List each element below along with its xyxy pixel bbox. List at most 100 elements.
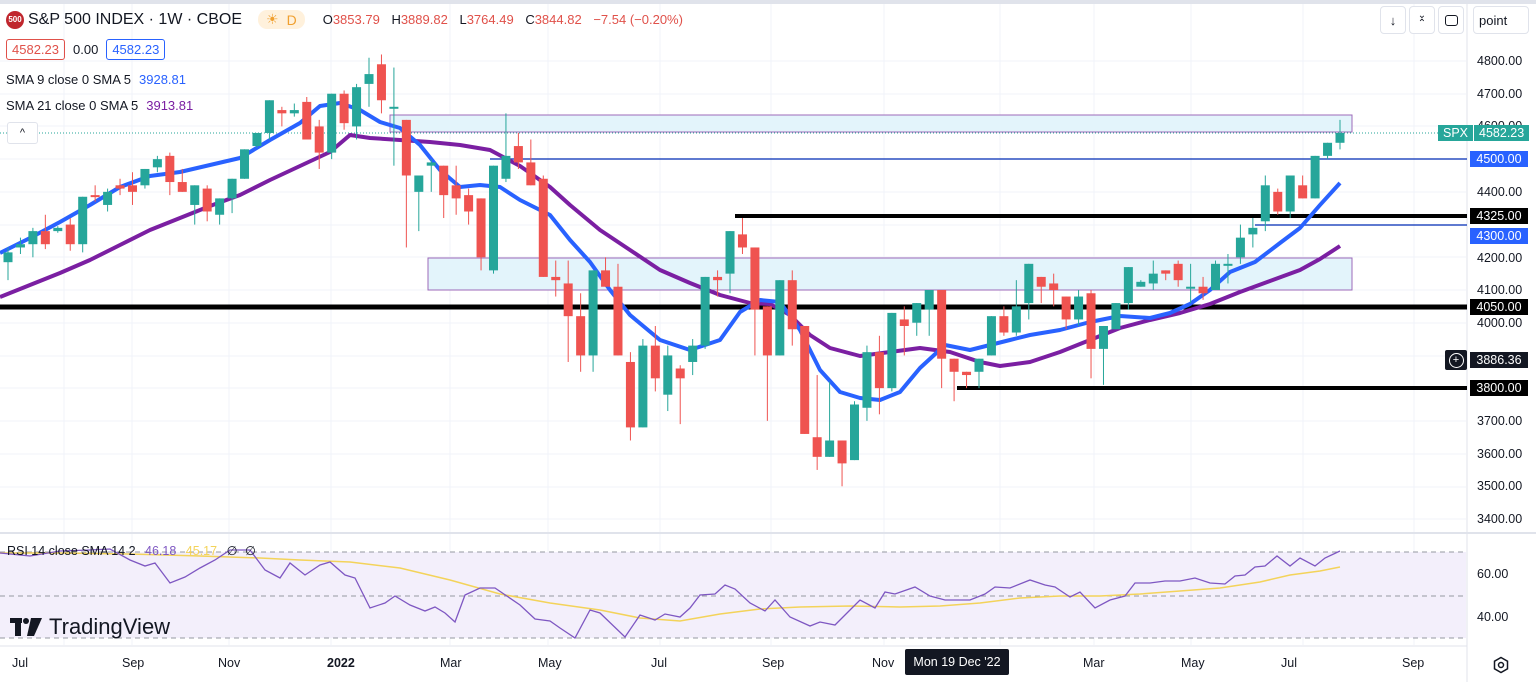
tradingview-logo[interactable]: TradingView xyxy=(10,614,170,640)
candle-body xyxy=(1235,237,1245,258)
candle-body xyxy=(588,270,598,356)
close-label: C xyxy=(525,12,535,27)
price-level-tag: 4500.00 xyxy=(1470,151,1528,167)
candle-body xyxy=(974,358,984,372)
price-axis-label: 3400.00 xyxy=(1477,512,1523,526)
candle-body xyxy=(3,252,13,263)
candle-body xyxy=(576,316,586,356)
candle-body xyxy=(538,178,548,277)
candle-body xyxy=(787,280,797,330)
candle-body xyxy=(327,93,337,153)
candle-body xyxy=(389,106,399,109)
candle-body xyxy=(912,303,922,323)
maximize-pane-button[interactable] xyxy=(1438,6,1464,34)
close-value: 3844.82 xyxy=(534,12,582,27)
time-axis-label: Mar xyxy=(1083,656,1105,670)
candle-body xyxy=(750,247,760,310)
price-axis-label: 3700.00 xyxy=(1477,414,1523,428)
candle-body xyxy=(152,159,162,168)
candle-body xyxy=(713,276,723,281)
settings-gear-icon[interactable] xyxy=(1492,656,1510,674)
candle-body xyxy=(165,155,175,183)
indicator-sma21[interactable]: SMA 21 close 0 SMA 5 3913.81 xyxy=(6,98,193,113)
candle-body xyxy=(1298,185,1308,199)
candle-body xyxy=(264,100,274,133)
candle-body xyxy=(202,188,212,212)
scroll-to-latest-button[interactable]: ↓ xyxy=(1380,6,1406,34)
rsi-label: RSI 14 close SMA 14 2 xyxy=(7,544,136,558)
candle-body xyxy=(115,185,125,189)
candle-body xyxy=(476,198,486,258)
arrow-down-icon: ↓ xyxy=(1389,12,1397,28)
price-axis-label: 4700.00 xyxy=(1477,87,1523,101)
candle-body xyxy=(874,352,884,389)
candle-body xyxy=(1273,191,1283,212)
tradingview-logo-icon xyxy=(10,618,42,636)
time-axis-label: Nov xyxy=(218,656,241,670)
rsi-extra-2: ∅ xyxy=(244,544,256,558)
candle-body xyxy=(215,198,225,215)
last-price-tag: SPX 4582.23 xyxy=(1438,125,1530,141)
sell-price-button[interactable]: 4582.23 xyxy=(6,39,65,60)
candle-body xyxy=(513,146,523,163)
candle-body xyxy=(426,162,436,166)
candle-body xyxy=(177,182,187,192)
indicator-sma9[interactable]: SMA 9 close 0 SMA 5 3928.81 xyxy=(6,72,186,87)
rsi-legend[interactable]: RSI 14 close SMA 14 2 46.18 45.17 ∅ ∅ xyxy=(7,543,256,558)
market-status-badge[interactable]: ☀ D xyxy=(258,10,305,29)
candle-body xyxy=(601,270,611,287)
resistance-zone xyxy=(389,114,1353,133)
candle-body xyxy=(986,316,996,356)
rsi-axis-60: 60.00 xyxy=(1477,567,1509,581)
collapse-pane-button[interactable]: ⌄ ⌃ xyxy=(1409,6,1435,34)
collapse-legend-button[interactable]: ^ xyxy=(7,122,38,144)
time-axis-label: Sep xyxy=(1402,656,1425,670)
candle-body xyxy=(352,87,362,127)
candle-body xyxy=(1173,263,1183,281)
candle-body xyxy=(488,165,498,271)
candle-body xyxy=(252,132,262,147)
sma21-label: SMA 21 close 0 SMA 5 xyxy=(6,98,139,113)
buy-price-button[interactable]: 4582.23 xyxy=(106,39,166,60)
candle-body xyxy=(1335,132,1345,143)
candle-body xyxy=(650,345,660,379)
candle-body xyxy=(376,64,386,101)
candle-body xyxy=(339,93,349,124)
sma9-label: SMA 9 close 0 SMA 5 xyxy=(6,72,132,87)
candle-body xyxy=(1198,286,1208,294)
crosshair-date-tag: Mon 19 Dec '22 xyxy=(905,649,1009,675)
candle-body xyxy=(28,231,38,245)
candle-body xyxy=(850,404,860,461)
add-alert-button[interactable]: + xyxy=(1445,350,1467,370)
candle-body xyxy=(289,110,299,114)
candle-body xyxy=(40,231,50,245)
candle-body xyxy=(1323,142,1333,156)
candle-body xyxy=(800,325,810,434)
time-axis-label: Jul xyxy=(651,656,667,670)
candle-body xyxy=(53,227,63,232)
last-price-value: 4582.23 xyxy=(1474,125,1530,141)
price-level-tag: 4325.00 xyxy=(1470,208,1528,224)
candle-body xyxy=(1310,155,1320,199)
candle-body xyxy=(78,196,88,245)
open-value: 3853.79 xyxy=(332,12,380,27)
candle-body xyxy=(1086,293,1096,349)
bid-ask-row: 4582.23 0.00 4582.23 xyxy=(6,39,166,60)
candle-body xyxy=(675,368,685,379)
symbol-title[interactable]: S&P 500 INDEX · 1W · CBOE xyxy=(28,10,242,28)
candle-body xyxy=(613,286,623,356)
candle-body xyxy=(563,283,573,317)
price-axis-label: 3600.00 xyxy=(1477,447,1523,461)
candle-body xyxy=(364,74,374,84)
low-value: 3764.49 xyxy=(466,12,514,27)
rsi-extra-1: ∅ xyxy=(226,544,238,558)
candle-body xyxy=(314,126,324,153)
candle-body xyxy=(1223,263,1233,266)
candle-body xyxy=(1211,263,1221,290)
candle-body xyxy=(127,185,137,192)
time-axis-label: May xyxy=(538,656,562,670)
candle-body xyxy=(999,316,1009,333)
scale-mode-button[interactable]: point xyxy=(1473,6,1529,34)
price-axis-label: 4200.00 xyxy=(1477,251,1523,265)
